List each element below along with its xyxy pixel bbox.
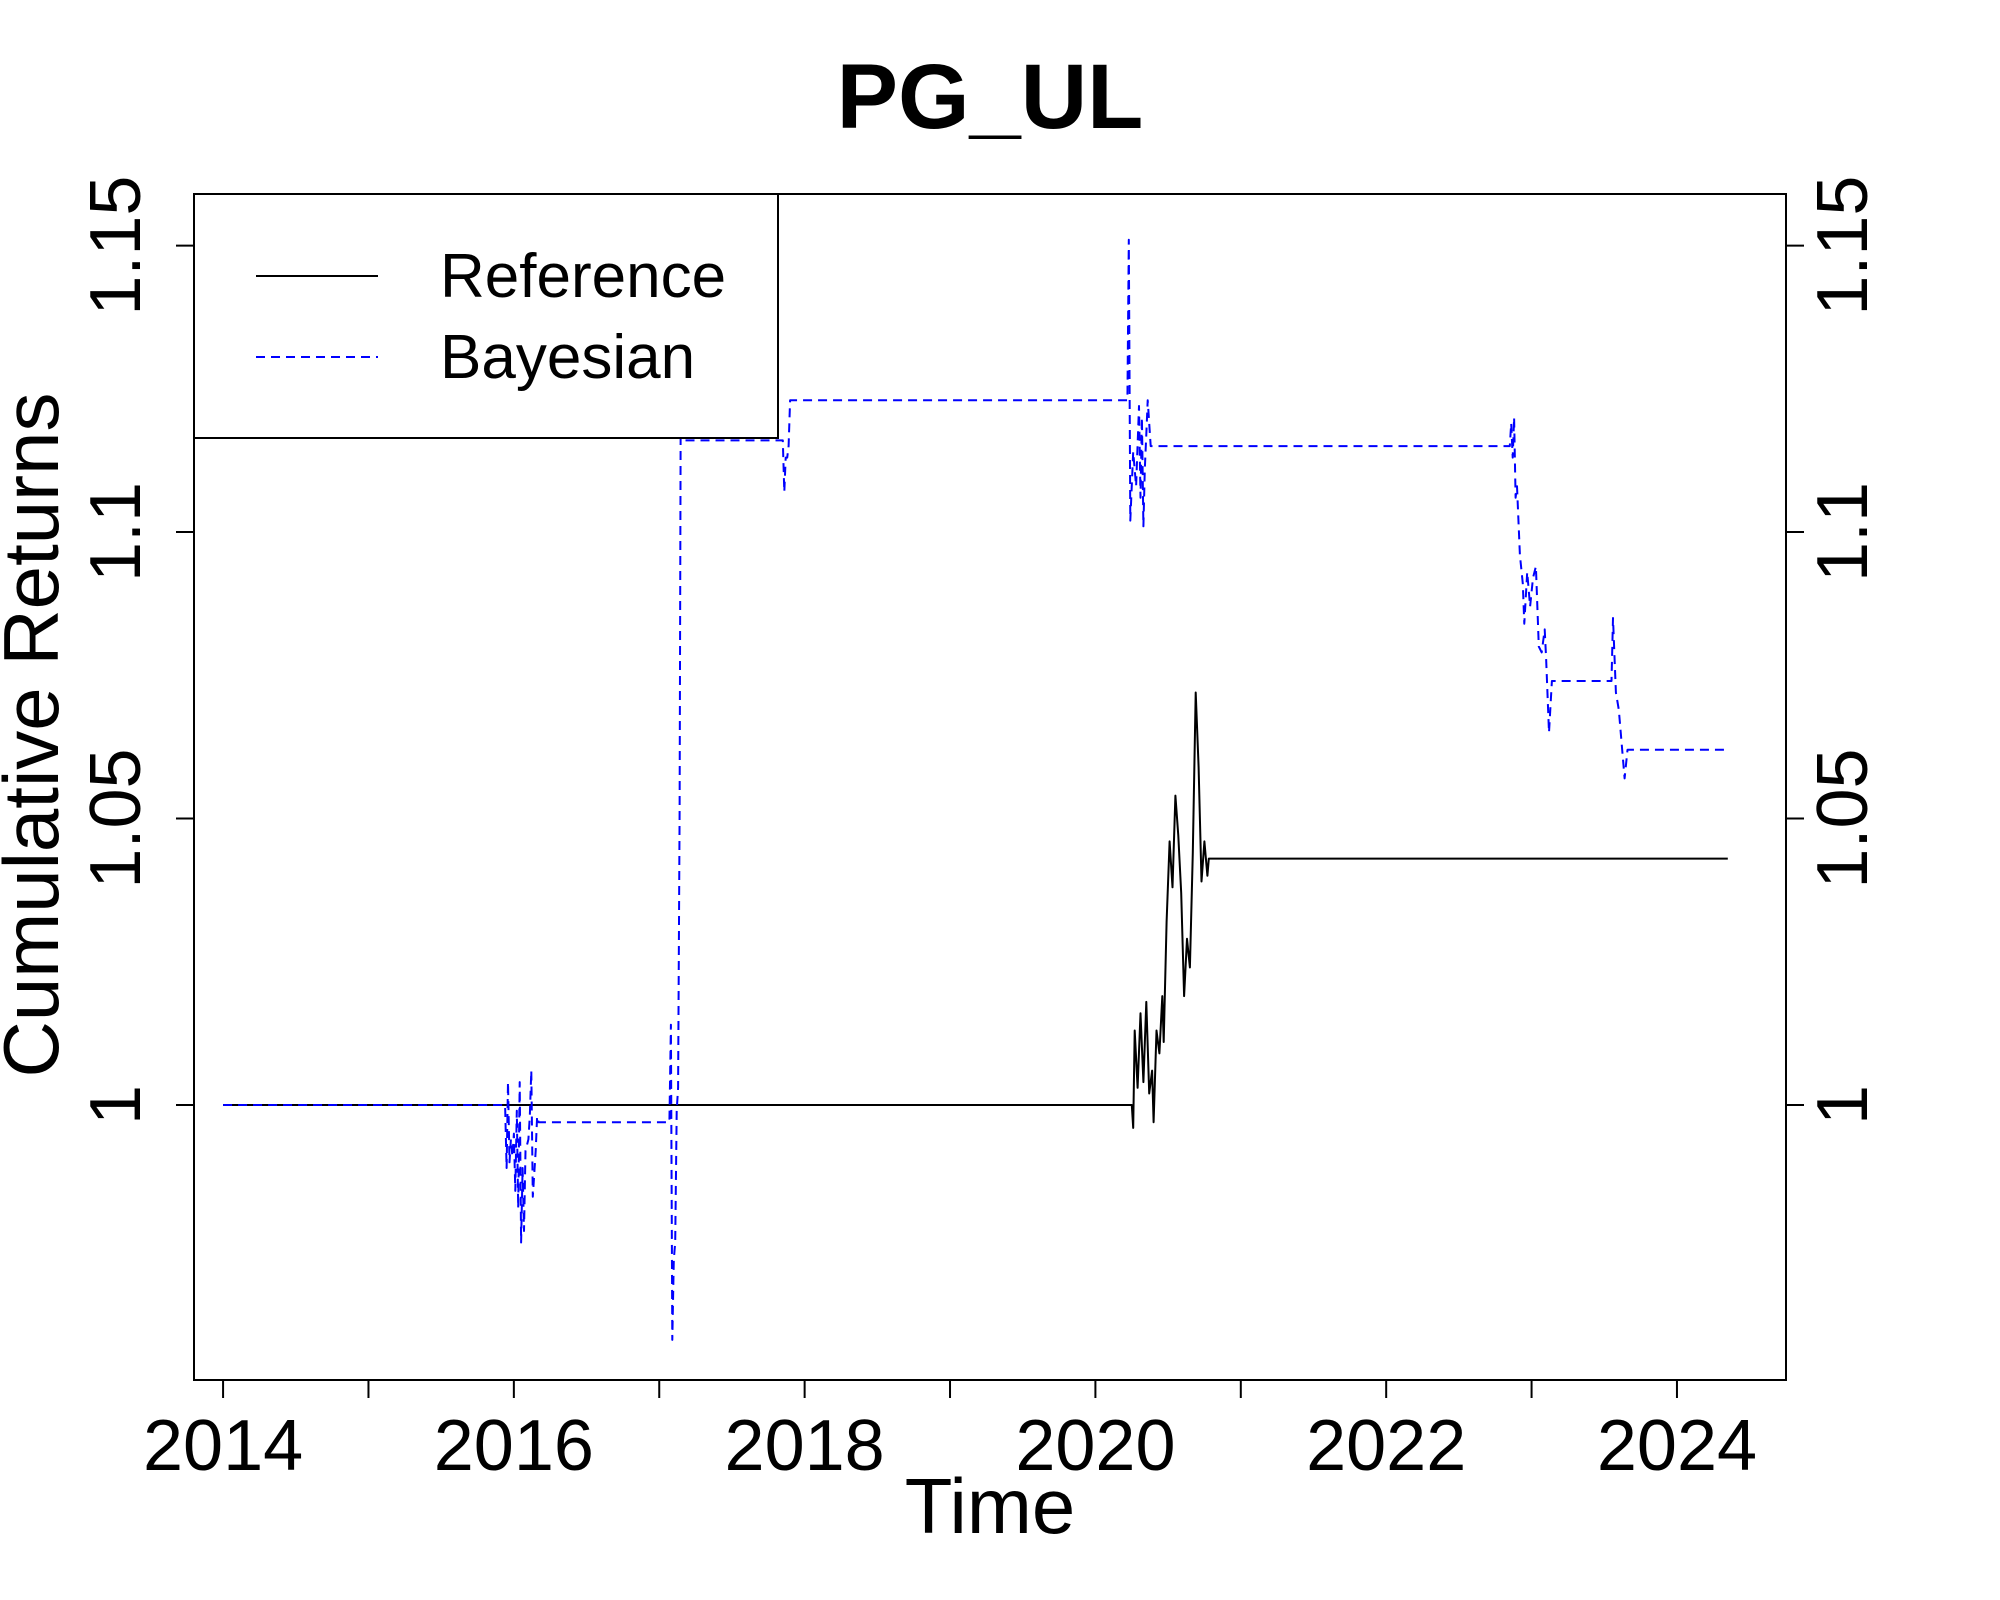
y-tick-label-right: 1.1 <box>1803 482 1883 582</box>
legend-label-reference: Reference <box>440 242 726 311</box>
plot-frame <box>193 193 1787 1381</box>
series-line-bayesian <box>223 238 1728 1341</box>
x-tick-label: 2024 <box>1597 1406 1757 1486</box>
plot-area <box>223 238 1728 1341</box>
legend: Reference Bayesian <box>193 193 779 439</box>
y-tick-label-left: 1 <box>76 1085 156 1125</box>
y-axis-left: 1 1.05 1.1 1.15 <box>76 176 194 1125</box>
y-tick-label-left: 1.15 <box>76 176 156 316</box>
x-tick-label: 2014 <box>143 1406 303 1486</box>
legend-label-bayesian: Bayesian <box>440 323 695 392</box>
y-tick-label-left: 1.1 <box>76 482 156 582</box>
x-axis-label: Time <box>905 1462 1075 1550</box>
x-tick-label: 2016 <box>434 1406 594 1486</box>
y-axis-label: Cumulative Returns <box>0 393 75 1078</box>
x-tick-label: 2020 <box>1015 1406 1175 1486</box>
y-tick-label-right: 1 <box>1803 1085 1883 1125</box>
y-tick-label-left: 1.05 <box>76 748 156 888</box>
y-tick-label-right: 1.15 <box>1803 176 1883 316</box>
legend-box <box>193 193 779 439</box>
x-tick-label: 2018 <box>725 1406 885 1486</box>
x-tick-label: 2022 <box>1306 1406 1466 1486</box>
y-axis-right: 1 1.05 1.1 1.15 <box>1786 176 1883 1125</box>
chart-title: PG_UL <box>837 46 1144 148</box>
y-tick-label-right: 1.05 <box>1803 748 1883 888</box>
x-axis: 2014 2016 2018 2020 2022 2024 <box>143 1380 1757 1486</box>
series-line-reference <box>223 691 1728 1129</box>
